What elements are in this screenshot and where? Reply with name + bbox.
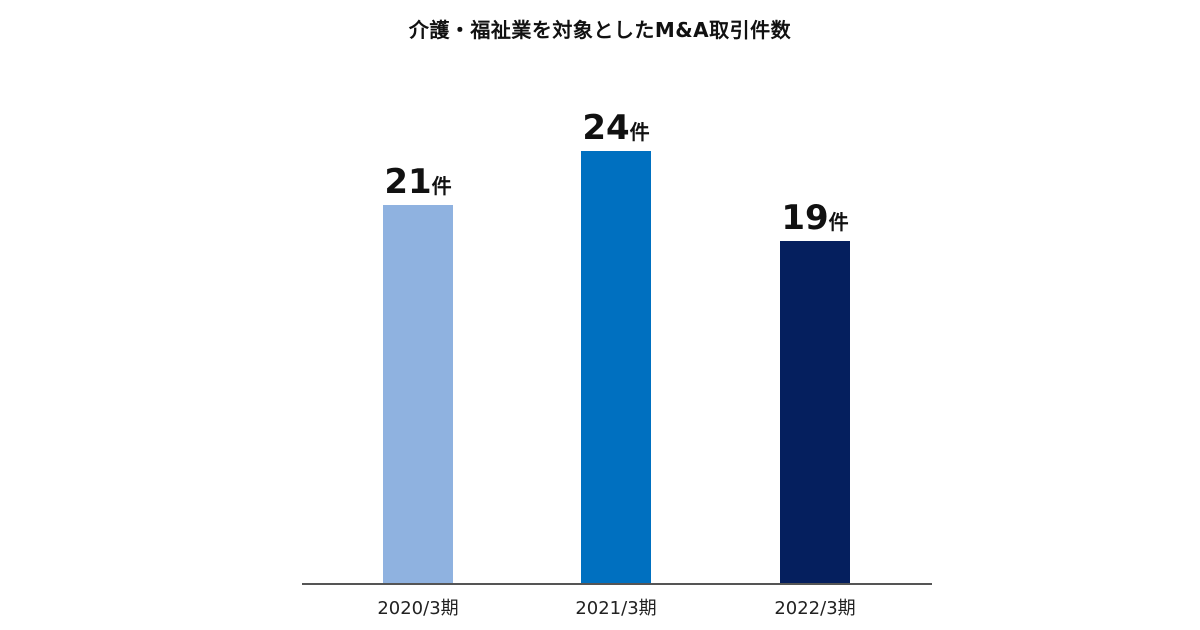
bar-2 (581, 151, 651, 583)
bar-value-label-1: 21件 (384, 162, 451, 202)
bar-3 (780, 241, 850, 583)
x-tick-label-3: 2022/3期 (774, 598, 855, 619)
chart-title: 介護・福祉業を対象としたM&A取引件数 (408, 18, 792, 42)
bar-1 (383, 205, 453, 583)
bar-value-label-2: 24件 (582, 108, 649, 148)
x-tick-label-1: 2020/3期 (377, 598, 458, 619)
bar-value-label-3: 19件 (781, 198, 848, 238)
x-tick-label-2: 2021/3期 (575, 598, 656, 619)
